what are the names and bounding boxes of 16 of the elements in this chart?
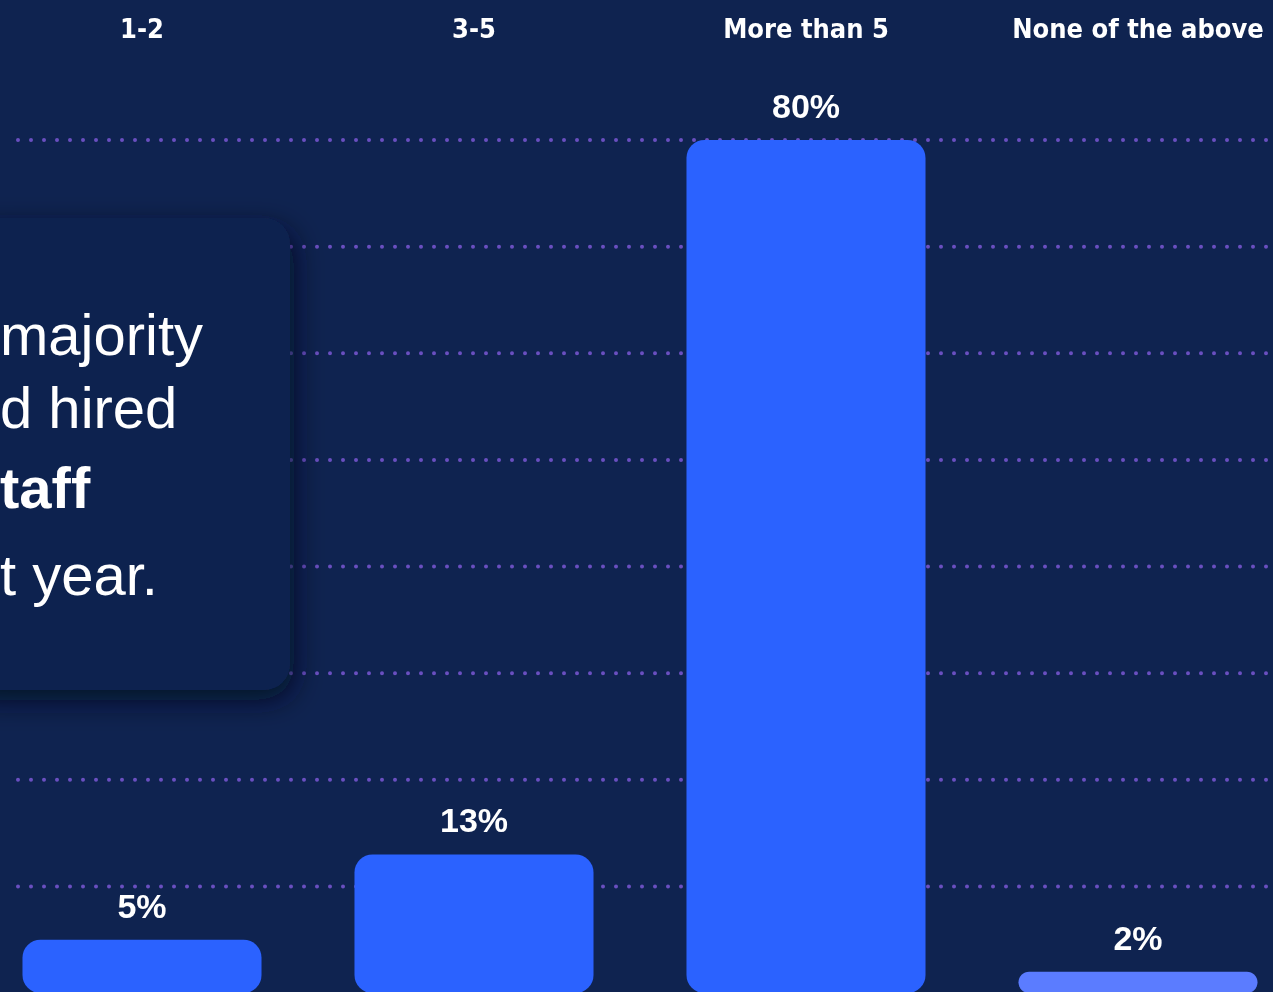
x-tick-label: 3-5 <box>452 13 496 44</box>
bar <box>686 140 926 992</box>
annotation: taff <box>0 455 91 520</box>
annotation: majority <box>0 302 204 367</box>
data-label: 13% <box>439 801 509 840</box>
x-tick-label: 1-2 <box>120 13 164 44</box>
data-label: 80% <box>771 87 841 125</box>
bar <box>1018 971 1258 992</box>
data-label: 2% <box>1113 918 1163 957</box>
data-label: 5% <box>117 886 167 925</box>
bar <box>22 939 262 992</box>
annotation: d hired <box>0 375 178 440</box>
x-tick-label: None of the above <box>1012 13 1264 44</box>
bar <box>354 854 594 992</box>
annotation: t year. <box>0 542 158 607</box>
x-tick-label: More than 5 <box>723 13 889 44</box>
